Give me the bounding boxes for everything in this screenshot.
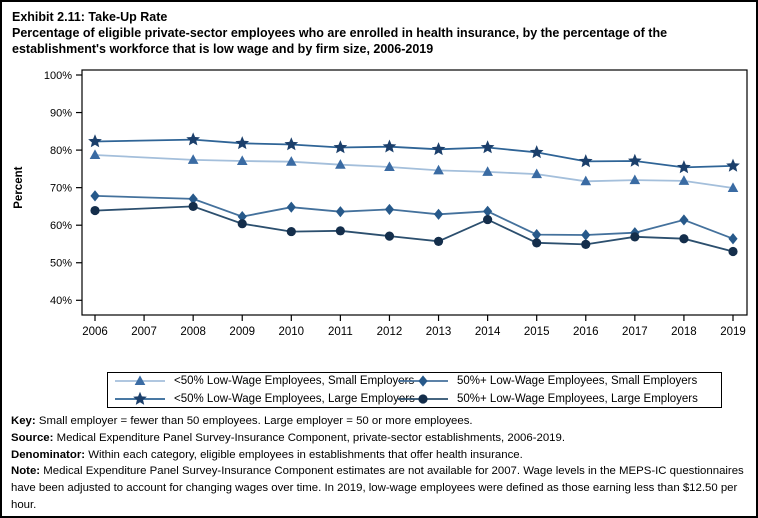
diamond-marker-icon <box>398 375 448 387</box>
footnote-source: Source: Medical Expenditure Panel Survey… <box>11 430 753 447</box>
legend-entry-small-ge50: 50%+ Low-Wage Employees, Small Employers <box>397 373 715 389</box>
svg-text:70%: 70% <box>50 182 72 194</box>
svg-text:2012: 2012 <box>377 326 403 338</box>
svg-text:80%: 80% <box>50 145 72 157</box>
takeup-rate-line-chart: 100% 90% 80% 70% 60% 50% 40% 2006 2007 2008 2009 20… <box>13 69 748 338</box>
chart-legend: <50% Low-Wage Employees, Small Employers… <box>107 372 722 408</box>
footnote-note-text: Medical Expenditure Panel Survey-Insuran… <box>11 465 744 511</box>
chart-title: Exhibit 2.11: Take-Up Rate Percentage of… <box>12 9 754 57</box>
svg-text:100%: 100% <box>44 70 72 82</box>
svg-text:Percent: Percent <box>13 166 25 208</box>
footnote-key-label: Key: <box>11 415 36 427</box>
footnote-denominator-label: Denominator: <box>11 448 86 461</box>
footnote-note-label: Note: <box>11 465 41 478</box>
svg-text:2015: 2015 <box>524 326 550 338</box>
svg-text:2008: 2008 <box>180 326 206 338</box>
footnote-denominator: Denominator: Within each category, eligi… <box>11 447 753 464</box>
svg-text:60%: 60% <box>50 220 72 232</box>
svg-text:2014: 2014 <box>475 326 501 338</box>
svg-text:50%: 50% <box>50 258 72 270</box>
footnote-source-label: Source: <box>11 431 54 444</box>
svg-text:2009: 2009 <box>229 326 255 338</box>
svg-text:2018: 2018 <box>671 326 697 338</box>
legend-entry-large-lt50: <50% Low-Wage Employees, Large Employers <box>114 391 415 407</box>
legend-label: <50% Low-Wage Employees, Small Employers <box>174 375 415 387</box>
svg-text:2007: 2007 <box>131 326 157 338</box>
svg-text:2011: 2011 <box>328 326 353 338</box>
star-marker-icon <box>115 391 165 405</box>
legend-label: <50% Low-Wage Employees, Large Employers <box>174 393 415 405</box>
footnote-key: Key: Small employer = fewer than 50 empl… <box>11 413 753 430</box>
legend-entry-large-ge50: 50%+ Low-Wage Employees, Large Employers <box>397 391 715 407</box>
footnote-key-text: Small employer = fewer than 50 employees… <box>38 415 473 427</box>
svg-text:40%: 40% <box>50 295 72 307</box>
chart-title-line2: Percentage of eligible private-sector em… <box>12 26 668 56</box>
svg-text:90%: 90% <box>50 107 72 119</box>
svg-text:2019: 2019 <box>720 326 746 338</box>
footnote-denominator-text: Within each category, eligible employees… <box>88 448 523 461</box>
triangle-marker-icon <box>115 375 165 386</box>
legend-label: 50%+ Low-Wage Employees, Large Employers <box>457 393 698 405</box>
svg-text:2016: 2016 <box>573 326 599 338</box>
circle-marker-icon <box>398 394 448 404</box>
legend-entry-small-lt50: <50% Low-Wage Employees, Small Employers <box>114 373 414 389</box>
footnote-source-text: Medical Expenditure Panel Survey-Insuran… <box>56 431 566 444</box>
chart-title-line1: Exhibit 2.11: Take-Up Rate <box>12 10 168 24</box>
svg-text:2013: 2013 <box>426 326 452 338</box>
svg-text:2017: 2017 <box>622 326 648 338</box>
footnote-note: Note: Medical Expenditure Panel Survey-I… <box>11 463 753 513</box>
svg-text:2006: 2006 <box>82 326 108 338</box>
legend-label: 50%+ Low-Wage Employees, Small Employers <box>457 375 698 387</box>
footnotes: Key: Small employer = fewer than 50 empl… <box>11 413 753 514</box>
svg-text:2010: 2010 <box>279 326 305 338</box>
